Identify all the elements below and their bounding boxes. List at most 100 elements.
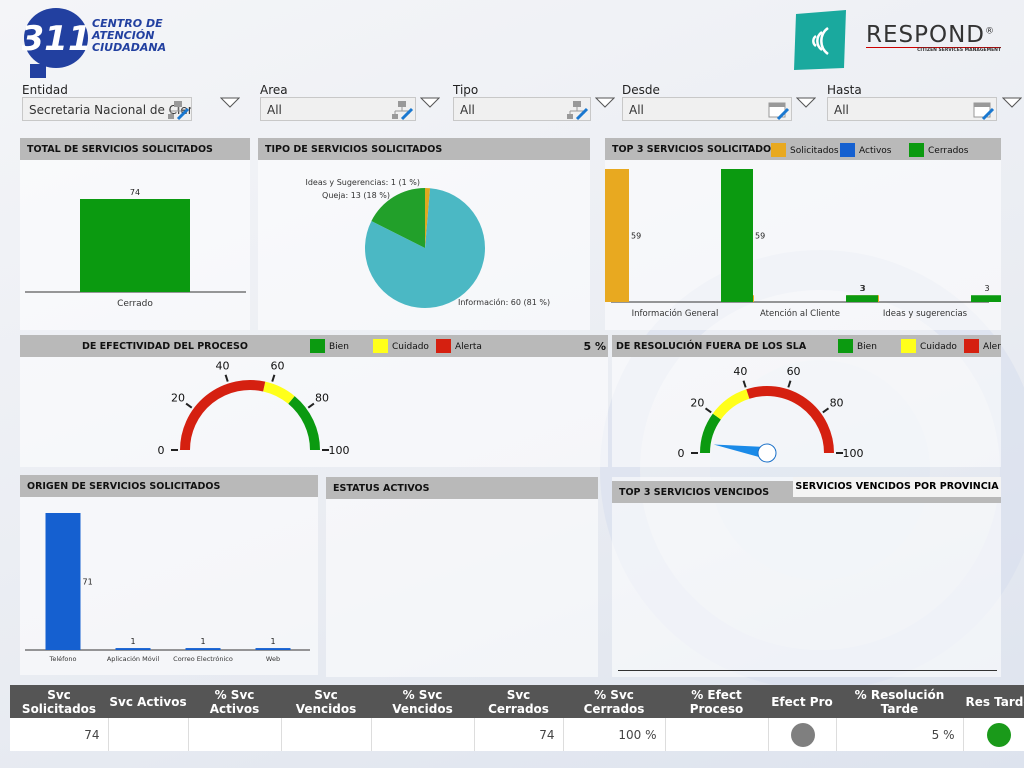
arrow [220,97,240,108]
data-label: 3 [860,284,865,293]
gauge-band [288,396,320,451]
icon-part [176,107,190,121]
legend-swatch [838,339,853,353]
tick-label: 40 [733,365,747,378]
filter-box[interactable]: All [622,97,792,121]
legend-swatch [373,339,388,353]
tick-label: 60 [787,365,801,378]
category-label: Teléfono [48,655,76,663]
bar [605,169,629,302]
filter-label: Entidad [22,83,68,97]
table-cell [108,718,189,751]
data-label: 71 [83,578,93,587]
panel: TOP 3 SERVICIOS VENCIDOS SERVICIOS VENCI… [612,477,1001,677]
dropdown-arrow[interactable] [220,96,240,110]
icon-part [174,101,182,107]
table-cell [963,718,1024,751]
brand-name: RESPOND [866,22,986,48]
logo: 311 CENTRO DE ATENCIÓN CIUDADANA [22,4,172,80]
data-label: 59 [631,232,641,241]
column-header: Svc Solicitados [10,685,108,718]
legend-label: Bien [329,342,349,352]
filter-icon [567,101,589,121]
icon-part [400,107,414,121]
filter-box[interactable]: Secretaria Nacional de Cienc... [22,97,192,121]
brand-icon [794,10,846,70]
column-header: Svc Vencidos [281,685,371,718]
legend-swatch [909,143,924,157]
dropdown-arrow[interactable] [595,96,615,110]
needle-knob [757,443,777,463]
icon-part [981,107,995,121]
table-cell [665,718,769,751]
filter-label: Desde [622,83,660,97]
tick-label: 0 [678,447,685,460]
legend-swatch [840,143,855,157]
slice-label: Queja: 13 (18 %) [322,191,390,200]
filter-icon [768,102,790,121]
gauge-value: 5 % [583,340,606,353]
chart: 74 Cerrado [25,188,246,309]
dropdown-arrow[interactable] [1002,96,1022,110]
tick-label: 20 [690,396,704,409]
filter-label: Hasta [827,83,862,97]
category-label: Ideas y sugerencias [883,309,968,319]
legend-label: Solicitados [790,146,839,156]
tick-label: 40 [215,359,229,372]
icon-part [575,107,589,121]
category-label: Aplicación Móvil [107,655,160,663]
legend-label: Alerta [983,342,1001,352]
bar [115,648,151,650]
tick-label: 20 [171,392,185,405]
tab[interactable]: SERVICIOS VENCIDOS POR PROVINCIA [793,477,1001,497]
data-label: 3 [984,284,989,293]
filter-box[interactable]: All [260,97,416,121]
brand-sub: CITIZEN SERVICES MANAGEMENT [866,47,1001,53]
panel: ORIGEN DE SERVICIOS SOLICITADOS 71 Teléfon… [20,475,318,675]
gauge-band [262,381,295,404]
legend-swatch [436,339,451,353]
tick-mark [787,380,792,388]
panel-title: TOTAL DE SERVICIOS SOLICITADOS [20,138,250,160]
bar [721,169,753,302]
legend-swatch [310,339,325,353]
icon-part [392,114,398,119]
tick-label: 60 [271,359,285,372]
dropdown-arrow[interactable] [796,96,816,110]
filter-label: Tipo [453,83,479,97]
bar [846,295,878,302]
brand: RESPOND® [866,22,995,48]
legend-label: Cuidado [392,342,429,352]
gauge-band [746,386,834,454]
panel: DE RESOLUCIÓN FUERA DE LOS SLA Bien Cuidad… [612,335,1001,467]
bar [971,295,1001,302]
data-label: 59 [755,232,765,241]
filter-box[interactable]: All [827,97,997,121]
panel-title: TIPO DE SERVICIOS SOLICITADOS [258,138,590,160]
column-header: Efect Pro [768,685,836,718]
column-header: Res Tarde [963,685,1024,718]
filter-icon [973,102,995,121]
category-label: Atención al Cliente [760,308,840,319]
dropdown-arrow[interactable] [420,96,440,110]
panel: TOP 3 SERVICIOS SOLICITADOS Solicitados Ac… [605,138,1001,330]
icon-part [394,107,410,114]
column-header: Svc Cerrados [474,685,563,718]
panel: TOTAL DE SERVICIOS SOLICITADOS 74 Cerrado [20,138,250,330]
bar [45,513,81,650]
column-header: % Svc Vencidos [371,685,474,718]
tick-mark [742,380,747,388]
arrow [1002,97,1022,108]
category-label: Web [266,655,280,663]
column-header: % Svc Cerrados [563,685,665,718]
data-label: 74 [130,188,140,197]
arrow [595,97,615,108]
header-row: Svc Solicitados Svc Activos% Svc Activos S… [10,685,1024,718]
gauge-needle [713,444,768,459]
table-row: 74 74 100 % 5 % [10,718,1024,751]
pie-slice [365,188,485,308]
panel: ESTATUS ACTIVOS [326,477,598,677]
tick-mark [185,402,193,409]
filter-icon [392,101,414,121]
